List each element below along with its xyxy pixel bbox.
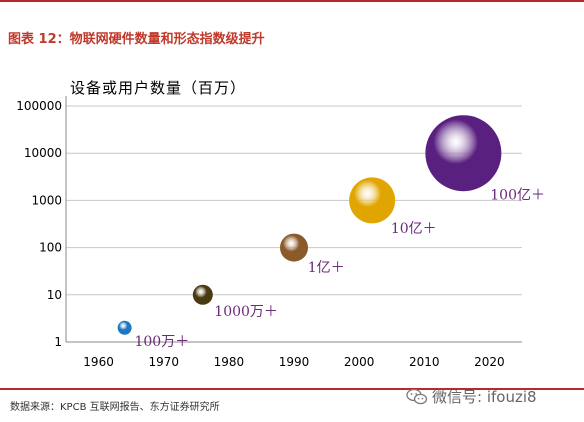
point-label-2002: 10亿＋ [391,221,437,237]
y-tick-10: 10 [47,288,62,302]
y-tick-100000: 100000 [16,99,62,113]
y-tick-1000: 1000 [31,193,62,207]
x-tick-1990: 1990 [279,355,310,369]
wechat-watermark: 微信号: ifouzi8 [406,386,537,407]
bubble-2002 [349,177,396,224]
watermark-text: 微信号: ifouzi8 [432,388,537,406]
point-labels: 100万＋ 1000万＋ 1亿＋ 10亿＋ 100亿＋ [134,187,545,350]
x-tick-2000: 2000 [344,355,375,369]
bubble-chart: 1 10 100 1000 10000 100000 1960 1970 1980 1990 20… [16,79,545,369]
x-tick-1960: 1960 [83,355,114,369]
y-tick-1: 1 [54,335,62,349]
point-label-1964: 100万＋ [134,334,189,350]
wechat-icon [406,388,428,404]
x-tick-1980: 1980 [214,355,245,369]
y-tick-100: 100 [39,241,62,255]
x-tick-1970: 1970 [148,355,179,369]
grid-lines [66,105,522,296]
bubble-2016 [425,115,502,192]
bubbles [117,115,502,335]
x-tick-2010: 2010 [409,355,440,369]
bubble-1990 [280,233,308,262]
y-axis-label: 设备或用户数量（百万） [70,79,246,97]
y-tick-labels: 1 10 100 1000 10000 100000 [16,99,62,349]
y-tick-10000: 10000 [24,146,62,160]
bubble-1964 [117,320,132,335]
top-rule [0,0,584,2]
source-note: 数据来源：KPCB 互联网报告、东方证券研究所 [10,402,220,413]
point-label-1990: 1亿＋ [308,260,345,276]
point-label-1976: 1000万＋ [214,304,278,320]
bottom-rule [0,388,584,390]
x-tick-2020: 2020 [474,355,505,369]
axes [65,96,522,343]
point-label-2016: 100亿＋ [490,187,545,203]
bubble-1976 [192,284,213,305]
x-tick-labels: 1960 1970 1980 1990 2000 2010 2020 [83,355,504,369]
figure-title: 图表 12：物联网硬件数量和形态指数级提升 [8,32,265,47]
